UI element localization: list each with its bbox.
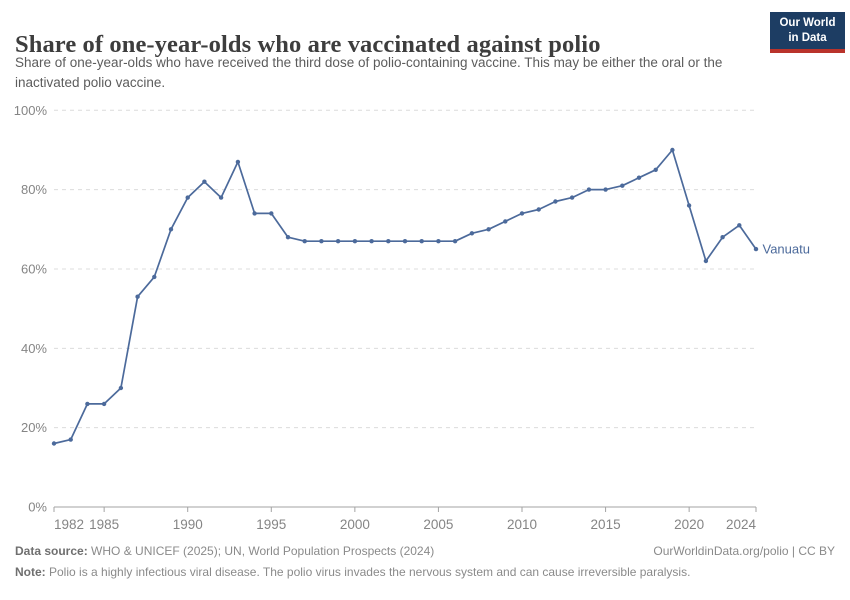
x-tick-label: 1982: [54, 517, 84, 532]
data-point-marker[interactable]: [737, 223, 742, 228]
series-end-label[interactable]: Vanuatu: [763, 241, 810, 256]
owid-logo: Our World in Data: [770, 12, 845, 53]
data-point-marker[interactable]: [620, 183, 625, 188]
data-point-marker[interactable]: [419, 239, 424, 244]
data-point-marker[interactable]: [235, 159, 241, 165]
data-source-text: WHO & UNICEF (2025); UN, World Populatio…: [87, 544, 435, 558]
x-tick-label: 2020: [674, 517, 704, 532]
data-point-marker[interactable]: [536, 207, 541, 212]
data-point-marker[interactable]: [686, 203, 692, 208]
y-tick-label: 40%: [21, 341, 47, 356]
data-point-marker[interactable]: [402, 239, 408, 244]
note-label: Note:: [15, 565, 46, 579]
owid-logo-line2: in Data: [788, 31, 827, 44]
data-point-marker[interactable]: [436, 239, 441, 244]
data-point-marker[interactable]: [586, 187, 592, 192]
footer: Data source: WHO & UNICEF (2025); UN, Wo…: [15, 544, 835, 579]
data-point-marker[interactable]: [670, 147, 675, 153]
data-point-marker[interactable]: [135, 294, 140, 299]
note-text: Polio is a highly infectious viral disea…: [45, 565, 691, 579]
note-line: Note: Polio is a highly infectious viral…: [15, 565, 835, 579]
data-point-marker[interactable]: [152, 274, 157, 280]
data-point-marker[interactable]: [569, 195, 575, 200]
x-tick-label: 2010: [507, 517, 537, 532]
data-point-marker[interactable]: [319, 239, 324, 244]
data-point-marker[interactable]: [703, 258, 709, 264]
data-point-marker[interactable]: [335, 239, 341, 244]
x-tick-label: 1985: [89, 517, 119, 532]
data-point-marker[interactable]: [486, 227, 491, 232]
data-point-marker[interactable]: [636, 175, 642, 180]
data-point-marker[interactable]: [352, 239, 358, 244]
data-point-marker[interactable]: [68, 437, 73, 442]
data-point-marker[interactable]: [519, 211, 525, 216]
data-point-marker[interactable]: [653, 167, 658, 172]
data-point-marker[interactable]: [285, 235, 291, 240]
x-tick-label: 2000: [340, 517, 370, 532]
page-subtitle: Share of one-year-olds who have received…: [15, 55, 723, 91]
license-link[interactable]: OurWorldinData.org/polio | CC BY: [653, 544, 835, 558]
x-tick-label: 2015: [591, 517, 621, 532]
x-tick-label: 2005: [423, 517, 453, 532]
data-point-marker[interactable]: [386, 239, 391, 244]
data-point-marker[interactable]: [85, 401, 90, 407]
data-source: Data source: WHO & UNICEF (2025); UN, Wo…: [15, 544, 434, 558]
owid-logo-line1: Our World: [779, 17, 836, 30]
data-point-marker[interactable]: [118, 385, 124, 391]
data-point-marker[interactable]: [503, 219, 508, 224]
data-point-marker[interactable]: [185, 195, 190, 200]
y-tick-label: 0%: [28, 500, 47, 515]
data-point-marker[interactable]: [269, 211, 274, 216]
y-tick-label: 80%: [21, 182, 47, 197]
x-tick-label: 1995: [256, 517, 286, 532]
data-point-marker[interactable]: [469, 231, 475, 236]
owid-logo-text: Our World in Data: [779, 16, 835, 45]
data-point-marker[interactable]: [202, 179, 207, 184]
data-point-marker[interactable]: [51, 441, 57, 446]
data-point-marker[interactable]: [753, 246, 759, 252]
data-source-label: Data source:: [15, 544, 88, 558]
y-tick-label: 100%: [14, 103, 48, 118]
data-point-marker[interactable]: [302, 239, 307, 244]
x-tick-label: 1990: [173, 517, 203, 532]
page-title: Share of one-year-olds who are vaccinate…: [15, 31, 601, 59]
data-point-marker[interactable]: [218, 195, 224, 200]
data-point-marker[interactable]: [452, 239, 458, 244]
y-tick-label: 60%: [21, 261, 47, 276]
data-point-marker[interactable]: [720, 235, 725, 240]
data-source-line: Data source: WHO & UNICEF (2025); UN, Wo…: [15, 544, 835, 558]
data-point-marker[interactable]: [603, 187, 608, 192]
data-point-marker[interactable]: [553, 199, 558, 204]
data-point-marker[interactable]: [369, 239, 374, 244]
data-point-marker[interactable]: [168, 227, 174, 232]
series-line[interactable]: [53, 149, 757, 445]
y-tick-label: 20%: [21, 420, 47, 435]
data-point-marker[interactable]: [101, 401, 107, 407]
data-point-marker[interactable]: [252, 211, 257, 216]
x-tick-label: 2024: [726, 517, 757, 532]
